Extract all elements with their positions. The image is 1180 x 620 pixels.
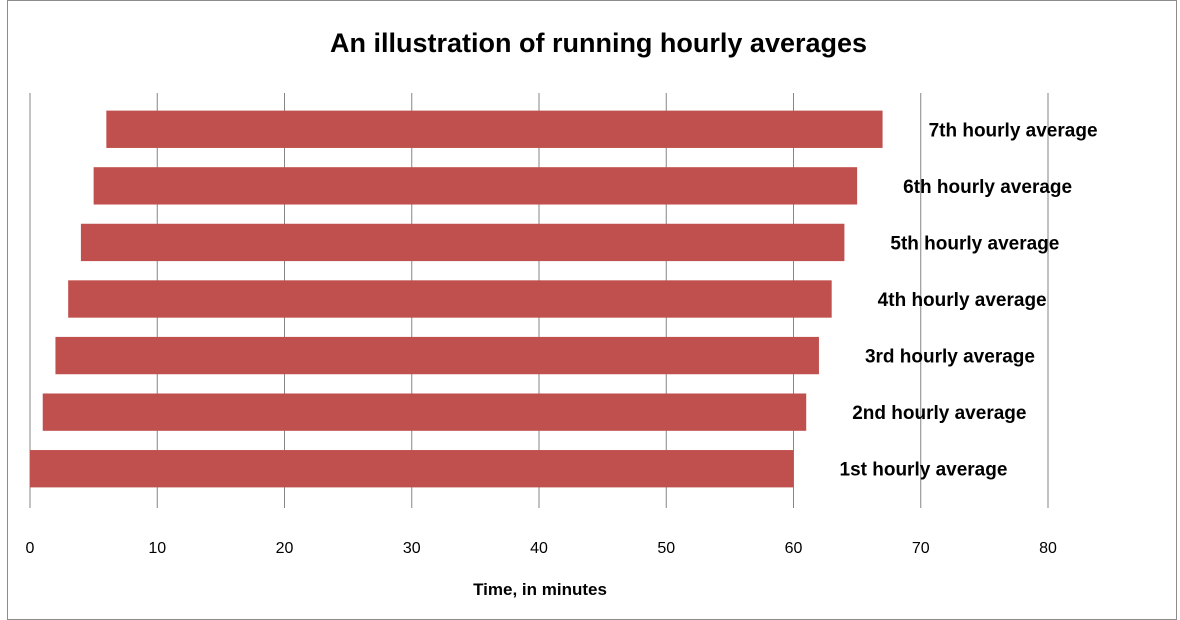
x-tick-label-80: 80	[1039, 540, 1057, 557]
bar-7	[106, 110, 883, 148]
x-tick-label-10: 10	[148, 540, 166, 557]
chart-title: An illustration of running hourly averag…	[329, 28, 868, 58]
bars	[30, 110, 883, 488]
category-labels: 1st hourly average 2nd hourly average 3rd …	[840, 120, 1098, 480]
category-label-4: 4th hourly average	[878, 290, 1047, 311]
x-tick-label-0: 0	[26, 540, 35, 557]
category-label-5: 5th hourly average	[890, 233, 1059, 254]
category-label-7: 7th hourly average	[929, 120, 1098, 141]
category-label-6: 6th hourly average	[903, 177, 1072, 198]
x-tick-labels: 0 10 20 30 40 50 60 70 80	[26, 540, 1057, 557]
x-tick-label-60: 60	[785, 540, 803, 557]
bar-5	[80, 223, 845, 262]
bar-4	[68, 280, 832, 318]
chart-plot: 0 10 20 30 40 50 60 70 80 1st hourly average 2nd …	[26, 93, 1098, 557]
category-label-2: 2nd hourly average	[852, 403, 1026, 424]
bar-6	[93, 167, 858, 205]
bar-2	[42, 393, 807, 431]
bar-3	[55, 336, 819, 375]
x-tick-label-30: 30	[403, 540, 421, 557]
x-axis-title: Time, in minutes	[473, 580, 607, 599]
category-label-1: 1st hourly average	[840, 460, 1008, 481]
x-tick-label-20: 20	[276, 540, 294, 557]
x-tick-label-50: 50	[657, 540, 675, 557]
x-tick-label-40: 40	[530, 540, 548, 557]
category-label-3: 3rd hourly average	[865, 347, 1035, 368]
x-tick-label-70: 70	[912, 540, 930, 557]
bar-1	[30, 450, 794, 488]
